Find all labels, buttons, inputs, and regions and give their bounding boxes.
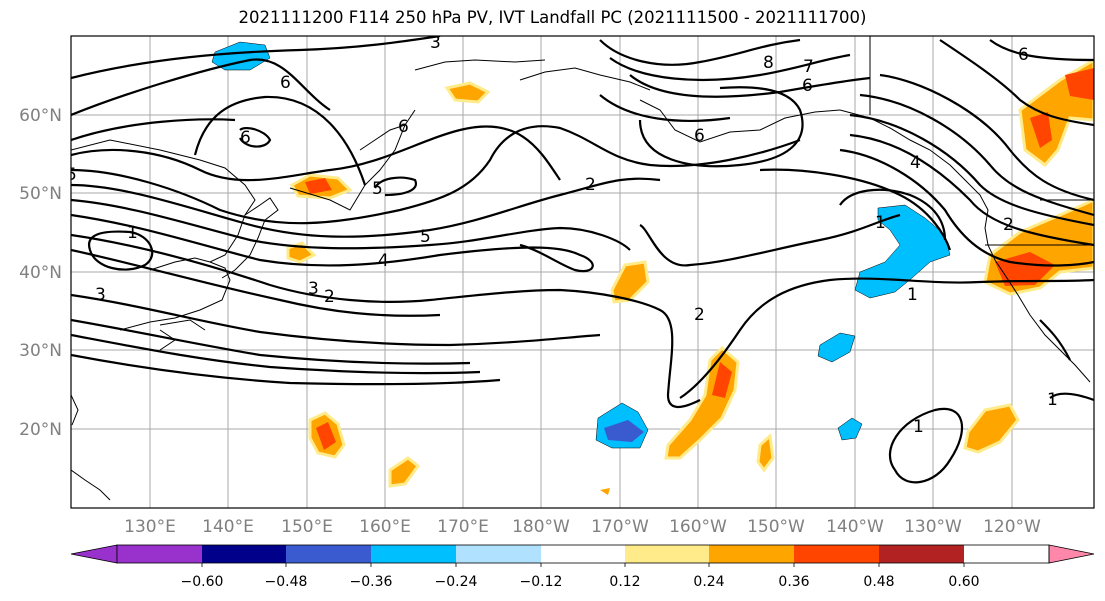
pos-anomaly-japan: [286, 241, 317, 264]
lon-label: 160°W: [669, 517, 727, 537]
contour-label: 4: [910, 153, 921, 173]
lon-label: 160°E: [359, 517, 411, 537]
contour-label: 3: [430, 33, 441, 53]
contour-label: 2: [1003, 215, 1014, 235]
contour-label: 3: [95, 285, 106, 305]
lat-labels: 60°N 50°N 40°N 30°N 20°N: [19, 106, 62, 440]
lon-label: 170°E: [437, 517, 489, 537]
colorbar-swatch: [202, 545, 286, 563]
contour-label-group: 3 6 8 7 6 6 6 5 4 3 2 1 3 2 2 1 1 1 1 6 …: [66, 33, 1058, 437]
pos-anomaly-japan-ne-core: [305, 178, 332, 194]
contour-label: 5: [66, 165, 77, 185]
contour-label: 1: [913, 417, 924, 437]
contour-label: 2: [694, 305, 705, 325]
contour-label: 6: [280, 73, 291, 93]
colorbar-tick-label: −0.48: [265, 574, 308, 590]
lon-label: 120°W: [983, 517, 1041, 537]
lat-label: 40°N: [19, 263, 62, 283]
map-title: 2021111200 F114 250 hPa PV, IVT Landfall…: [238, 8, 867, 27]
colorbar-tick-label: 0.12: [609, 574, 640, 590]
colorbar-swatch: [286, 545, 371, 563]
neg-anomaly-subtrop-core: [604, 420, 644, 442]
lon-labels: 130°E 140°E 150°E 160°E 170°E 180°W 170°…: [124, 517, 1041, 537]
colorbar-outline: [116, 544, 1050, 564]
colorbar-extension-low: [70, 544, 118, 564]
lon-label: 170°W: [591, 517, 649, 537]
pos-anomaly-se: [963, 403, 1020, 454]
lon-label: 150°E: [281, 517, 333, 537]
pos-anomaly-hawaii-core: [712, 362, 732, 398]
colorbar-swatch: [456, 545, 541, 563]
contour-label: 2: [585, 175, 596, 195]
colorbar-ticks: −0.60 −0.48 −0.36 −0.24 −0.12 0.12 0.24 …: [181, 574, 980, 590]
neg-anomaly-npac-north: [211, 41, 271, 71]
colorbar-tick-label: 0.24: [693, 574, 724, 590]
contour-label: 6: [240, 128, 251, 148]
pos-anomaly-wpac-core: [316, 422, 336, 450]
contour-label: 3: [308, 279, 319, 299]
colorbar-swatch: [117, 545, 202, 563]
lon-label: 150°W: [747, 517, 805, 537]
pos-anomaly-170w: [610, 260, 650, 304]
contour-label: 7: [803, 57, 814, 77]
neg-anomaly-20n: [837, 417, 863, 441]
lon-label: 130°E: [124, 517, 176, 537]
lon-label: 140°E: [202, 517, 254, 537]
contour-label: 5: [372, 179, 383, 199]
neg-anomaly-30n: [817, 332, 856, 363]
colorbar-swatch: [879, 545, 964, 563]
pv-anomaly-fills: [211, 41, 1094, 495]
contour-label: 1: [907, 285, 918, 305]
lat-label: 20°N: [19, 420, 62, 440]
lat-label: 60°N: [19, 106, 62, 126]
lat-label: 50°N: [19, 184, 62, 204]
pos-anomaly-tiny: [600, 488, 610, 495]
map-frame: [70, 35, 1095, 509]
contour-label: 6: [1018, 45, 1029, 65]
colorbar-tick-label: 0.60: [948, 574, 979, 590]
colorbar-tick-label: −0.36: [350, 574, 393, 590]
contour-label: 8: [763, 53, 774, 73]
contour-label: 5: [420, 227, 431, 247]
lon-label: 180°W: [512, 517, 570, 537]
contour-label: 1: [1047, 390, 1058, 410]
lon-label: 140°W: [826, 517, 884, 537]
contour-label: 6: [802, 76, 813, 96]
lat-label: 30°N: [19, 341, 62, 361]
pos-anomaly-155w: [756, 432, 775, 473]
colorbar-tick-label: −0.12: [520, 574, 563, 590]
pos-anomaly-bc-core: [1030, 112, 1052, 148]
colorbar-tick-label: −0.24: [435, 574, 478, 590]
colorbar-swatch: [794, 545, 879, 563]
pos-anomaly-bc-core2: [1065, 68, 1094, 100]
colorbar-tick-label: −0.60: [181, 574, 224, 590]
colorbar-swatches: [70, 544, 1095, 567]
colorbar-swatch: [709, 545, 794, 563]
contour-label: 6: [694, 126, 705, 146]
contour-label: 6: [398, 117, 409, 137]
colorbar-swatch: [625, 545, 709, 563]
contour-label: 4: [378, 251, 389, 271]
pos-anomaly-bering: [444, 81, 491, 104]
pos-anomaly-160e: [388, 456, 421, 488]
lon-label: 130°W: [904, 517, 962, 537]
colorbar-extension-high: [1048, 544, 1095, 564]
contour-label: 1: [127, 223, 138, 243]
pos-anomaly-coast-core: [995, 252, 1055, 286]
neg-anomaly-gulf-alaska: [854, 204, 951, 299]
colorbar-swatch: [541, 545, 625, 563]
pos-anomaly-hawaii: [664, 345, 740, 460]
colorbar-swatch: [371, 545, 456, 563]
colorbar: −0.60 −0.48 −0.36 −0.24 −0.12 0.12 0.24 …: [70, 544, 1095, 590]
contour-label: 1: [875, 213, 886, 233]
contour-label: 2: [324, 287, 335, 307]
colorbar-tick-label: 0.48: [863, 574, 894, 590]
colorbar-tick-label: 0.36: [778, 574, 809, 590]
pv-contours: [71, 36, 1094, 484]
